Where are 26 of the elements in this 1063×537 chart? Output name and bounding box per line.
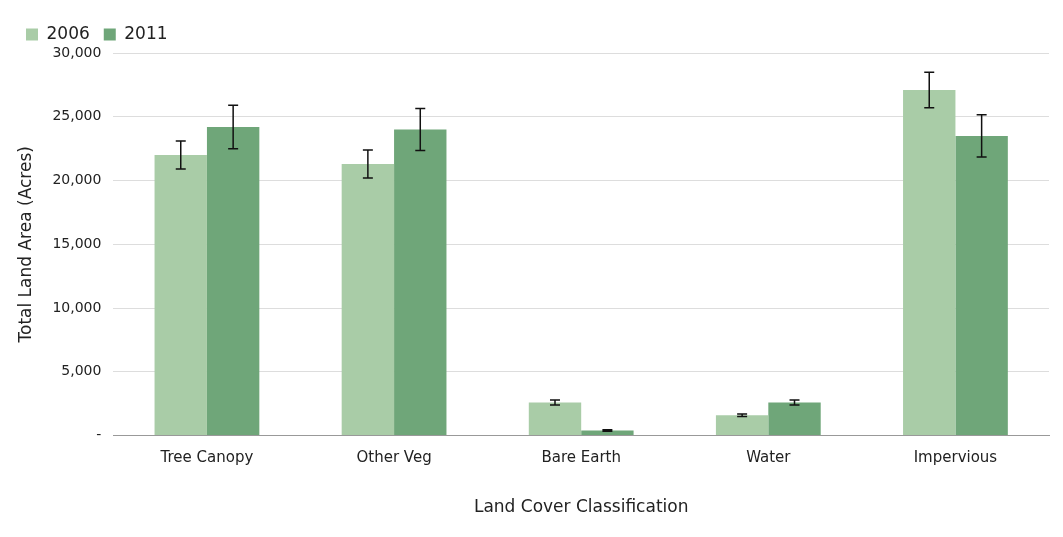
y-tick-label: 25,000 (52, 107, 102, 124)
x-tick-label: Other Veg (356, 448, 432, 467)
y-tick-label: 15,000 (52, 234, 102, 251)
bar (341, 163, 395, 436)
legend-label: 2006 (46, 22, 90, 43)
bar (768, 402, 821, 436)
x-tick-label: Water (746, 448, 792, 467)
bar (581, 430, 634, 436)
bar (903, 89, 956, 436)
y-tick-label: 20,000 (52, 171, 102, 188)
x-tick-label: Bare Earth (541, 448, 621, 467)
x-tick-label: Tree Canopy (159, 448, 254, 467)
x-tick-label: Impervious (913, 448, 998, 467)
bar (528, 402, 582, 436)
x-axis-title: Land Cover Classification (473, 496, 689, 517)
bar (715, 415, 769, 436)
y-tick-label: 10,000 (52, 298, 102, 315)
y-tick-label: 30,000 (52, 43, 102, 60)
bar (955, 135, 1008, 436)
y-tick-label: 5,000 (61, 362, 102, 379)
bar (154, 155, 207, 436)
bar (206, 126, 260, 436)
y-tick-label: - (96, 426, 102, 443)
legend-label: 2011 (124, 22, 168, 43)
bar (394, 129, 447, 436)
y-axis-title: Total Land Area (Acres) (14, 146, 35, 344)
